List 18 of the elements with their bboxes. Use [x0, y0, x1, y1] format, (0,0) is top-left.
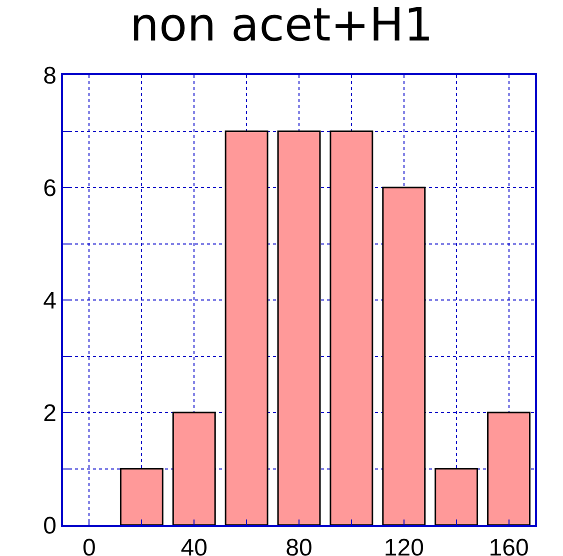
x-tick-label: 0 [82, 534, 96, 556]
chart-title: non acet+H1 [130, 0, 434, 52]
y-tick-label: 8 [43, 62, 56, 90]
bar [382, 186, 426, 525]
x-tick-label: 80 [286, 534, 312, 556]
y-tick-label: 2 [43, 400, 56, 427]
bar [277, 130, 321, 525]
y-tick-label: 6 [43, 174, 56, 202]
bar [330, 130, 374, 525]
x-tick-label: 40 [180, 534, 208, 556]
bar [224, 130, 268, 525]
x-tick-label: 120 [384, 534, 424, 556]
y-tick-label: 4 [43, 287, 56, 314]
bar [120, 468, 164, 525]
bar [434, 468, 478, 525]
bar [172, 412, 216, 525]
bar [487, 412, 531, 525]
x-tick-label: 160 [488, 534, 529, 556]
